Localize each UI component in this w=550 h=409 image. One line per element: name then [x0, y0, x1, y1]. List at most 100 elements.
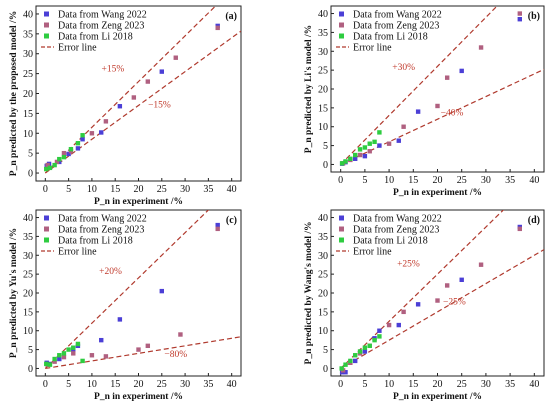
data-point — [215, 25, 220, 31]
y-axis-label: P_n predicted by Yu's model /% — [9, 228, 19, 358]
data-point — [415, 302, 421, 307]
x-tick-label: 20 — [433, 175, 443, 186]
x-tick-label: 10 — [384, 175, 394, 186]
data-point — [396, 322, 401, 328]
data-point — [178, 332, 183, 337]
x-tick-label: 0 — [43, 184, 48, 195]
data-point — [89, 353, 95, 358]
data-point — [435, 103, 440, 109]
data-point — [61, 351, 67, 356]
lower-error-label: −80% — [164, 350, 187, 360]
data-point — [66, 151, 71, 157]
x-tick-label: 25 — [457, 379, 467, 390]
data-point — [357, 152, 363, 158]
legend-marker — [339, 237, 344, 243]
data-point — [339, 366, 344, 371]
y-tick-label: 40 — [23, 213, 33, 224]
y-tick-label: 35 — [318, 28, 328, 39]
x-tick-label: 40 — [529, 379, 539, 390]
legend-marker — [44, 11, 49, 17]
data-point — [386, 322, 392, 328]
x-tick-label: 0 — [338, 379, 343, 390]
data-point — [353, 358, 358, 364]
legend-label: Error line — [58, 247, 97, 258]
lower-error-label: −25% — [443, 297, 466, 307]
data-point — [136, 347, 141, 352]
x-tick-label: 5 — [362, 175, 367, 186]
x-tick-label: 15 — [408, 379, 418, 390]
x-tick-label: 25 — [157, 184, 167, 195]
data-point — [367, 141, 372, 146]
data-point — [71, 345, 76, 350]
data-point — [57, 356, 62, 362]
data-point — [362, 345, 368, 350]
data-point — [362, 145, 368, 150]
data-point — [444, 75, 450, 80]
y-tick-label: 40 — [318, 213, 328, 224]
x-tick-label: 20 — [433, 379, 443, 390]
x-tick-label: 5 — [362, 379, 367, 390]
y-tick-label: 15 — [23, 307, 33, 318]
plot-area — [44, 6, 241, 174]
data-point — [478, 262, 484, 267]
legend-label: Data from Wang 2022 — [353, 10, 442, 21]
x-tick-label: 0 — [43, 379, 48, 390]
upper-error-label: +30% — [392, 63, 415, 73]
data-point — [377, 334, 382, 339]
data-point — [66, 347, 71, 352]
data-point — [131, 95, 137, 100]
legend-marker — [44, 226, 49, 232]
x-tick-label: 10 — [87, 184, 97, 195]
panel-label: (d) — [528, 215, 540, 226]
data-point — [103, 119, 109, 124]
data-point — [415, 109, 421, 114]
data-point — [75, 146, 81, 151]
legend-label: Data from Li 2018 — [353, 236, 428, 247]
data-point — [61, 354, 67, 360]
y-tick-label: 5 — [28, 149, 33, 160]
y-tick-label: 30 — [318, 47, 328, 58]
panel-label: (b) — [528, 11, 540, 22]
data-point — [517, 11, 522, 16]
x-tick-label: 30 — [180, 379, 190, 390]
y-tick-label: 25 — [23, 69, 33, 80]
data-point — [372, 337, 377, 343]
data-point — [444, 283, 450, 288]
data-point — [357, 349, 363, 354]
x-tick-label: 20 — [134, 184, 144, 195]
legend-marker — [44, 33, 49, 39]
y-tick-label: 30 — [23, 251, 33, 262]
upper-error-label: +20% — [99, 267, 122, 277]
legend-label: Error line — [353, 43, 392, 54]
data-point — [57, 353, 62, 358]
data-point — [357, 147, 363, 152]
legend-label: Data from Wang 2022 — [58, 214, 147, 225]
y-axis-label: P_n predicted by the proposed model /% — [9, 11, 19, 176]
data-point — [47, 362, 53, 367]
chart-panel-1: 0 5 10 15 20 25 30 35 40 0 5 10 15 20 25 30 35 40 P_n in e… — [9, 5, 242, 207]
y-tick-label: 20 — [318, 85, 328, 96]
data-point — [47, 165, 53, 171]
lower-error-line — [45, 336, 241, 370]
data-point — [61, 154, 67, 160]
plot-area — [339, 6, 544, 166]
data-point — [45, 162, 50, 168]
data-point — [348, 156, 353, 161]
data-point — [89, 131, 95, 136]
data-point — [75, 341, 81, 347]
x-axis-label: P_n in experiment /% — [393, 188, 482, 198]
data-point — [353, 156, 358, 161]
data-point — [99, 337, 104, 343]
x-tick-label: 35 — [505, 175, 515, 186]
y-tick-label: 10 — [23, 129, 33, 140]
data-point — [343, 362, 348, 367]
x-tick-label: 35 — [203, 379, 213, 390]
data-point — [478, 45, 484, 50]
y-tick-label: 0 — [323, 364, 328, 375]
x-tick-label: 35 — [505, 379, 515, 390]
y-tick-label: 0 — [28, 364, 33, 375]
y-tick-label: 25 — [318, 66, 328, 77]
x-tick-label: 0 — [338, 175, 343, 186]
y-tick-label: 15 — [318, 307, 328, 318]
legend-label: Data from Li 2018 — [353, 32, 428, 43]
